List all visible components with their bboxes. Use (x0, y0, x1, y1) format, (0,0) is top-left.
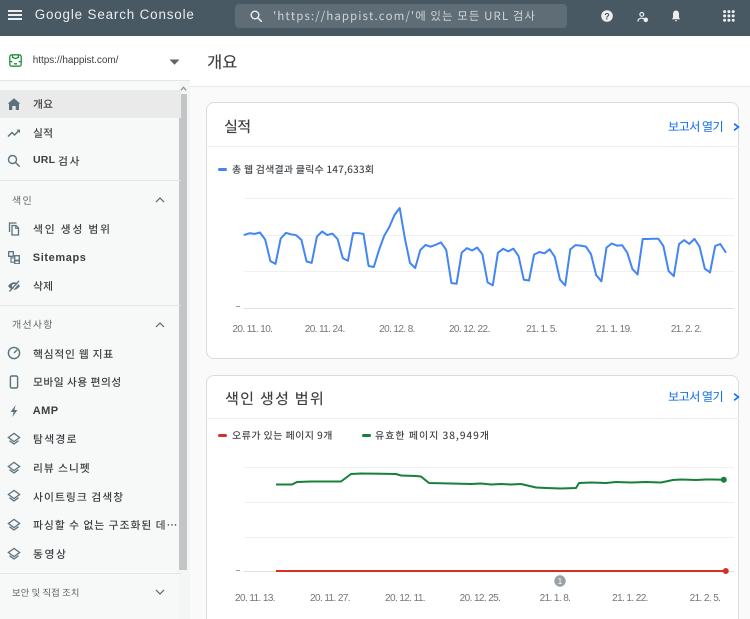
svg-text:1: 1 (558, 577, 563, 586)
svg-text:?: ? (604, 11, 610, 21)
